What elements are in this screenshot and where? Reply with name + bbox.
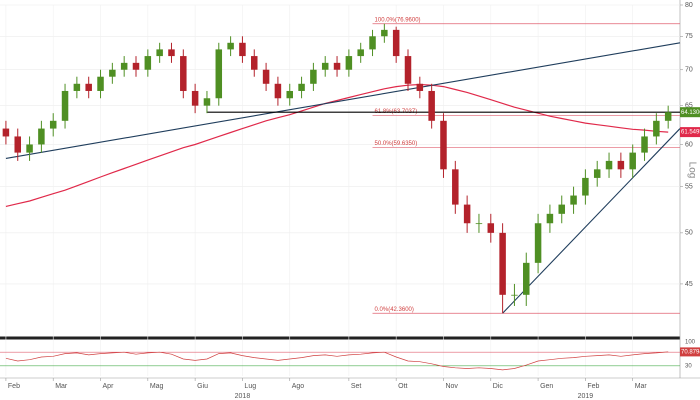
candle-body (452, 169, 459, 205)
candle-body (132, 62, 140, 70)
candle-body (251, 56, 258, 70)
candle-body (120, 62, 128, 70)
candle-body (404, 56, 412, 84)
y-tick-label: 75 (685, 33, 693, 40)
candle-body (463, 204, 471, 224)
candle-body (357, 49, 364, 57)
y-tick-label: 45 (685, 281, 693, 288)
candle-body (180, 56, 187, 91)
candle-body (144, 56, 152, 70)
indicator-tick-label: 30 (685, 363, 692, 369)
x-tick-label: Ago (292, 383, 305, 390)
candle-body (629, 152, 636, 170)
candle-body (14, 136, 21, 153)
candle-body (38, 128, 45, 145)
candle-body (534, 223, 542, 263)
candle-body (2, 128, 10, 137)
y-tick-label: 50 (685, 230, 693, 237)
candle-body (298, 83, 305, 91)
y-tick-label: 60 (685, 141, 693, 148)
candle-body (215, 49, 223, 99)
candle-body (203, 98, 211, 106)
year-label: 2019 (578, 393, 594, 400)
candle-body (475, 223, 483, 225)
candle-body (546, 213, 554, 224)
candle-body (416, 83, 424, 91)
candle-body (653, 120, 660, 137)
candle-body (570, 195, 577, 205)
x-tick-label: Gen (540, 383, 553, 390)
candle-body (156, 49, 163, 57)
indicator-tick-label: 100 (685, 340, 696, 346)
fib-label: 0.0%(42.3600) (375, 307, 414, 313)
price-tag (680, 107, 700, 118)
candle-body (605, 160, 613, 170)
x-tick-label: Ott (398, 383, 407, 390)
scale-label: Log (686, 162, 697, 179)
candle-body (168, 49, 175, 57)
candle-body (97, 76, 104, 91)
candle-body (262, 69, 270, 84)
indicator-tag (680, 347, 700, 357)
candle-body (617, 160, 625, 170)
candle-body (369, 36, 376, 50)
x-tick-label: Set (351, 383, 362, 390)
candle-body (428, 90, 435, 121)
candle-body (61, 90, 69, 121)
price-tag (680, 127, 700, 138)
candle-body (109, 69, 116, 77)
trendline (5, 42, 681, 159)
y-tick-label: 80 (685, 2, 693, 9)
candle-body (239, 42, 246, 57)
candle-body (345, 56, 353, 70)
fib-label: 100.0%(76.9600) (375, 17, 421, 23)
candle-body (274, 83, 282, 99)
indicator-line (5, 351, 669, 371)
candle-body (487, 223, 495, 233)
x-tick-label: Giu (197, 383, 208, 390)
candle-body (73, 83, 81, 91)
candle-body (499, 232, 506, 295)
candle-body (440, 120, 447, 170)
candle-body (582, 177, 589, 196)
x-tick-label: Apr (103, 383, 115, 390)
candle-body (511, 294, 518, 296)
candle-body (333, 62, 341, 70)
candle-body (593, 169, 601, 178)
x-tick-label: Mar (55, 383, 68, 390)
x-tick-label: Nov (445, 383, 458, 390)
candle-body (641, 136, 648, 153)
y-tick-label: 70 (685, 67, 693, 74)
x-tick-label: Feb (587, 383, 599, 390)
candle-body (26, 144, 33, 153)
price-tag-label: 64.1300 (681, 110, 700, 116)
price-tag-label: 61.5495 (681, 130, 700, 136)
y-tick-label: 55 (685, 183, 693, 190)
moving-average (5, 83, 669, 207)
x-tick-label: Dic (493, 383, 504, 390)
x-tick-label: Lug (244, 383, 256, 390)
x-tick-label: Feb (8, 383, 20, 390)
x-tick-label: Mar (635, 383, 648, 390)
candle-body (523, 262, 530, 295)
candle-body (49, 120, 57, 129)
candle-body (381, 29, 388, 37)
candle-body (558, 204, 565, 214)
trendline (502, 128, 681, 314)
candle-body (321, 62, 329, 70)
candle-body (286, 90, 293, 99)
candle-body (664, 112, 672, 121)
fib-label: 50.0%(59.6350) (375, 141, 418, 147)
candle-body (85, 83, 92, 91)
y-tick-label: 65 (685, 103, 693, 110)
x-tick-label: Mag (150, 383, 164, 390)
candle-body (191, 90, 199, 106)
candle-body (392, 29, 400, 57)
year-label: 2018 (235, 393, 251, 400)
candle-body (310, 69, 317, 84)
indicator-tag-label: 70.8794 (681, 349, 700, 355)
candle-body (227, 42, 234, 50)
